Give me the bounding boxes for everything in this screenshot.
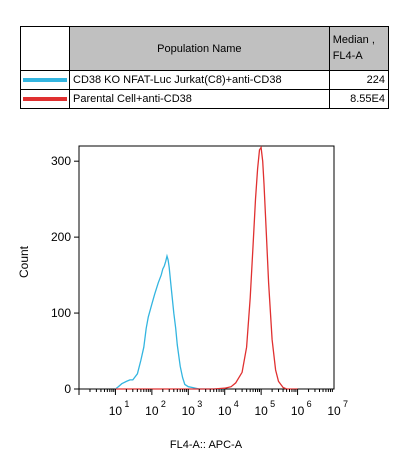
y-tick-label-200: 200 xyxy=(51,230,71,244)
y-axis-title: Count xyxy=(17,245,31,278)
x-tick-label-4: 10 xyxy=(218,404,232,418)
x-tick-exponent-6: 6 xyxy=(307,399,312,409)
y-tick-label-0: 0 xyxy=(64,382,71,396)
x-tick-exponent-5: 5 xyxy=(270,399,275,409)
legend-header-median-line2: FL4-A xyxy=(332,49,363,62)
x-tick-exponent-2: 2 xyxy=(161,399,166,409)
x-tick-exponent-4: 4 xyxy=(234,399,239,409)
x-axis: 10 1 10 2 10 3 10 4 10 5 10 6 10 7 xyxy=(78,389,348,418)
legend-swatch-2 xyxy=(23,97,67,101)
y-axis: 0 100 200 300 xyxy=(51,154,79,396)
legend-swatch-cell-1 xyxy=(20,70,70,90)
y-tick-label-300: 300 xyxy=(51,154,71,168)
x-tick-exponent-3: 3 xyxy=(197,399,202,409)
legend-row-2: Parental Cell+anti-CD38 8.55E4 xyxy=(20,89,390,109)
legend-label-1: CD38 KO NFAT-Luc Jurkat(C8)+anti-CD38 xyxy=(69,70,330,90)
legend-swatch-cell-2 xyxy=(20,89,70,109)
x-tick-exponent-1: 1 xyxy=(124,399,129,409)
legend-table: Population Name Median , FL4-A CD38 KO NF… xyxy=(20,26,390,109)
x-tick-exponent-7: 7 xyxy=(343,399,348,409)
x-tick-label-2: 10 xyxy=(145,404,159,418)
x-tick-label-5: 10 xyxy=(254,404,268,418)
legend-swatch-1 xyxy=(23,78,67,82)
legend-header-median-line1: Median , xyxy=(332,34,375,47)
x-tick-label-7: 10 xyxy=(327,404,341,418)
x-tick-label-1: 10 xyxy=(109,404,123,418)
series-layer xyxy=(114,145,298,390)
legend-row-1: CD38 KO NFAT-Luc Jurkat(C8)+anti-CD38 22… xyxy=(20,70,390,90)
series-line-2 xyxy=(115,145,298,390)
x-tick-label-3: 10 xyxy=(182,404,196,418)
y-tick-label-100: 100 xyxy=(51,306,71,320)
legend-label-2: Parental Cell+anti-CD38 xyxy=(69,89,330,109)
legend-median-1: 224 xyxy=(328,70,390,90)
series-line-1 xyxy=(114,253,225,390)
x-tick-label-6: 10 xyxy=(291,404,305,418)
x-axis-title: FL4-A:: APC-A xyxy=(170,439,243,451)
legend-median-2: 8.55E4 xyxy=(328,89,390,109)
legend-header-swatch-cell xyxy=(20,26,70,71)
legend-header-median: Median , FL4-A xyxy=(328,26,390,71)
plot-frame xyxy=(78,145,335,390)
